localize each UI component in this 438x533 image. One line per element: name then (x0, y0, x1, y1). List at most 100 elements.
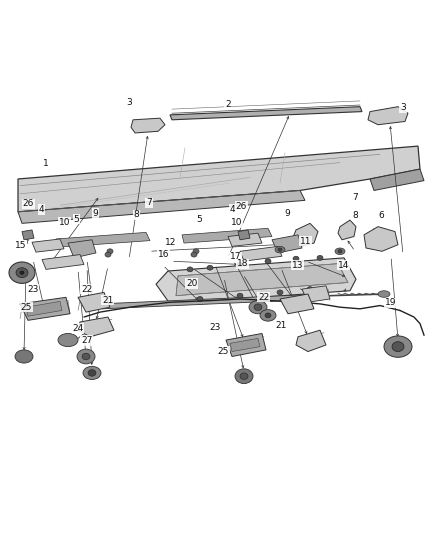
Ellipse shape (88, 369, 96, 376)
Ellipse shape (265, 313, 271, 318)
Text: 8: 8 (134, 211, 140, 219)
Polygon shape (272, 235, 302, 253)
Polygon shape (292, 223, 318, 246)
Text: 5: 5 (74, 215, 80, 224)
Polygon shape (18, 190, 305, 223)
Text: 9: 9 (92, 209, 99, 218)
Text: 6: 6 (378, 211, 384, 220)
Text: 24: 24 (72, 324, 84, 333)
Text: 22: 22 (258, 293, 269, 302)
Ellipse shape (378, 290, 390, 297)
Polygon shape (32, 239, 64, 252)
Text: 3: 3 (400, 103, 406, 112)
Polygon shape (176, 264, 348, 296)
Ellipse shape (197, 296, 203, 302)
Ellipse shape (338, 249, 342, 253)
Ellipse shape (254, 304, 262, 310)
Ellipse shape (278, 248, 282, 251)
Text: 25: 25 (21, 303, 32, 312)
Polygon shape (68, 240, 96, 258)
Polygon shape (26, 302, 62, 316)
Text: 11: 11 (300, 237, 311, 246)
Polygon shape (131, 118, 165, 133)
Polygon shape (56, 232, 150, 247)
Text: 10: 10 (59, 218, 71, 227)
Text: 26: 26 (236, 201, 247, 211)
Polygon shape (368, 107, 408, 125)
Ellipse shape (275, 246, 285, 253)
Polygon shape (296, 330, 326, 352)
Text: 4: 4 (230, 205, 235, 214)
Ellipse shape (77, 349, 95, 364)
Ellipse shape (260, 310, 276, 321)
Ellipse shape (58, 334, 78, 346)
Polygon shape (170, 107, 362, 120)
Text: 19: 19 (385, 298, 396, 308)
Polygon shape (230, 338, 260, 352)
Ellipse shape (83, 366, 101, 379)
Ellipse shape (20, 271, 24, 274)
Text: 8: 8 (352, 211, 358, 220)
Polygon shape (302, 286, 330, 302)
Ellipse shape (9, 262, 35, 284)
Ellipse shape (191, 252, 197, 257)
Text: 16: 16 (158, 250, 169, 259)
Ellipse shape (15, 350, 33, 363)
Ellipse shape (293, 256, 299, 261)
Polygon shape (100, 294, 324, 309)
Ellipse shape (187, 267, 193, 272)
Ellipse shape (277, 290, 283, 295)
Ellipse shape (265, 259, 271, 264)
Text: 13: 13 (292, 261, 304, 270)
Ellipse shape (105, 252, 111, 257)
Ellipse shape (392, 342, 404, 352)
Text: 2: 2 (225, 100, 230, 109)
Polygon shape (20, 297, 70, 320)
Text: 3: 3 (126, 98, 132, 107)
Ellipse shape (240, 373, 248, 379)
Polygon shape (238, 230, 250, 240)
Text: 7: 7 (352, 193, 358, 202)
Text: 23: 23 (27, 285, 39, 294)
Ellipse shape (235, 369, 253, 384)
Text: 10: 10 (231, 218, 242, 227)
Polygon shape (226, 334, 266, 357)
Text: 27: 27 (81, 336, 92, 345)
Ellipse shape (82, 353, 90, 360)
Text: 26: 26 (23, 199, 34, 208)
Polygon shape (240, 246, 282, 261)
Text: 25: 25 (218, 346, 229, 356)
Text: 21: 21 (275, 321, 286, 330)
Text: 1: 1 (43, 159, 49, 168)
Text: 23: 23 (209, 324, 220, 332)
Text: 5: 5 (196, 215, 202, 224)
Ellipse shape (249, 301, 267, 314)
Text: 7: 7 (146, 198, 152, 207)
Text: 18: 18 (237, 260, 248, 269)
Polygon shape (78, 317, 114, 337)
Polygon shape (280, 294, 314, 314)
Polygon shape (22, 230, 34, 240)
Polygon shape (42, 255, 84, 269)
Ellipse shape (384, 336, 412, 357)
Polygon shape (228, 233, 262, 246)
Ellipse shape (237, 262, 243, 267)
Polygon shape (338, 220, 356, 240)
Text: 14: 14 (338, 261, 349, 270)
Text: 22: 22 (81, 285, 92, 294)
Text: 9: 9 (284, 209, 290, 218)
Ellipse shape (16, 268, 28, 278)
Ellipse shape (207, 265, 213, 270)
Polygon shape (182, 228, 272, 243)
Text: 12: 12 (165, 238, 177, 247)
Ellipse shape (107, 249, 113, 254)
Text: 15: 15 (15, 241, 27, 250)
Ellipse shape (307, 287, 313, 292)
Text: 4: 4 (39, 205, 44, 214)
Polygon shape (370, 169, 424, 190)
Ellipse shape (335, 248, 345, 255)
Ellipse shape (237, 293, 243, 298)
Text: 17: 17 (230, 252, 241, 261)
Polygon shape (18, 146, 420, 212)
Polygon shape (364, 227, 398, 251)
